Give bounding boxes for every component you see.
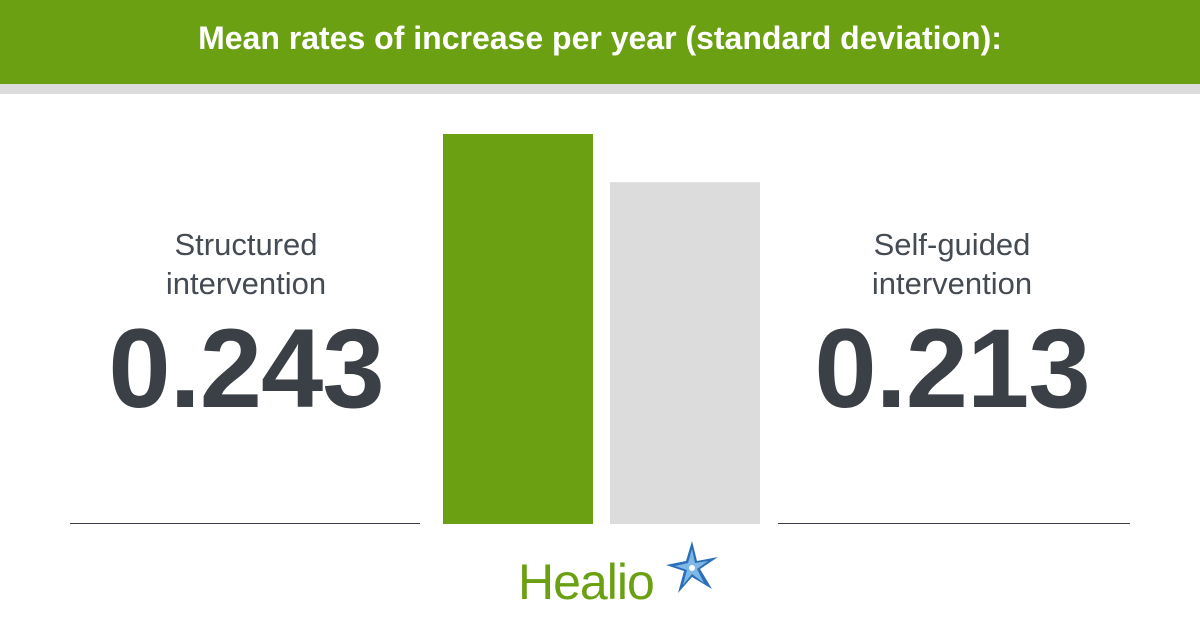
stat-self-guided-label: Self-guided intervention	[871, 227, 1033, 301]
header-divider	[0, 84, 1200, 94]
stat-structured-label: Structured intervention	[165, 227, 327, 301]
stat-structured: Structured intervention 0.243	[66, 225, 426, 425]
stat-structured-value: 0.243	[108, 306, 384, 431]
stat-self-guided-value: 0.213	[814, 306, 1090, 431]
logo-wordmark: Healio	[518, 554, 655, 610]
bar-structured	[443, 134, 593, 524]
star-burst-icon	[666, 541, 718, 593]
baseline-left	[70, 523, 420, 524]
chart-title: Mean rates of increase per year (standar…	[198, 19, 1002, 56]
stat-self-guided: Self-guided intervention 0.213	[772, 225, 1132, 425]
header-banner: Mean rates of increase per year (standar…	[0, 0, 1200, 84]
bar-self-guided	[610, 182, 760, 525]
healio-logo: Healio	[518, 541, 718, 610]
baseline-right	[778, 523, 1130, 524]
